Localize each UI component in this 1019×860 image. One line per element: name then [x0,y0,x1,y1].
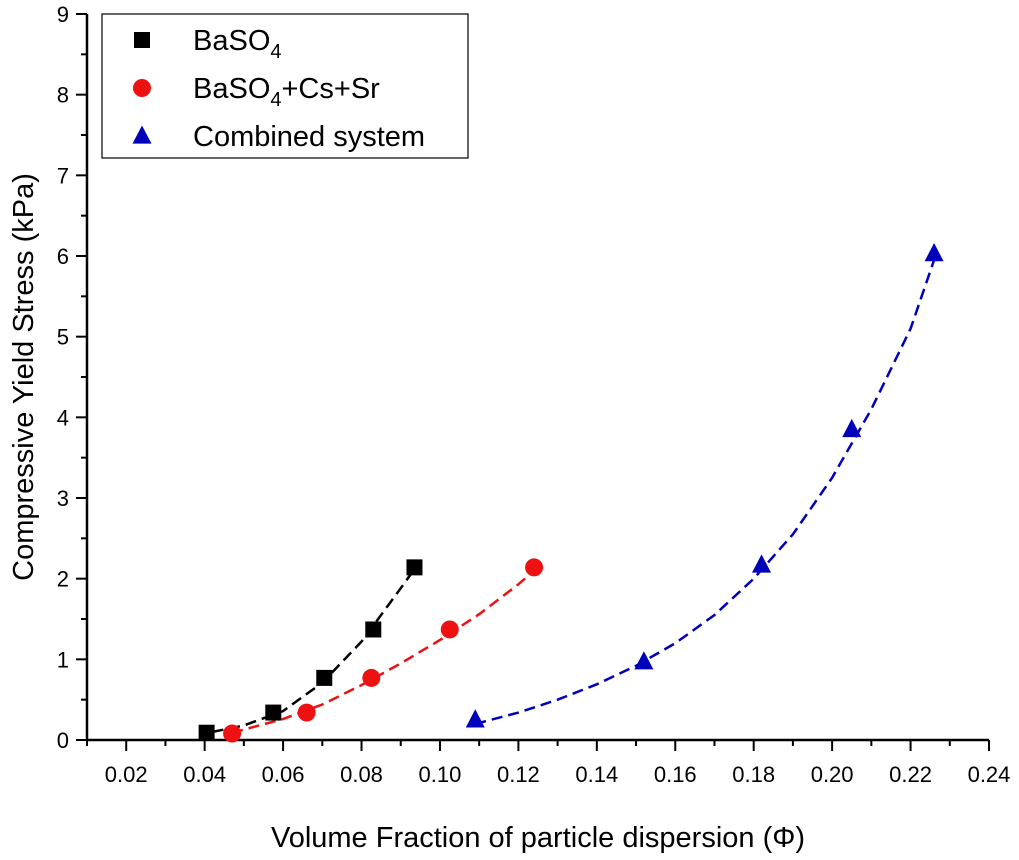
y-tick-label: 1 [57,647,69,672]
legend-label-3: Combined system [193,121,425,153]
legend-label-subscript: 4 [270,89,281,111]
legend-marker-3 [132,125,152,144]
y-ticks: 0 1 2 3 4 5 6 7 8 9 [57,2,87,753]
y-tick-label: 8 [57,83,69,108]
x-tick-label: 0.04 [183,762,226,787]
legend-label-2: BaSO4+Cs+Sr [193,73,380,111]
data-point-series-3 [924,243,944,262]
y-tick-label: 4 [57,405,69,430]
data-point-series-3 [465,709,485,728]
x-tick-label: 0.20 [811,762,854,787]
y-tick-label: 3 [57,486,69,511]
fit-curves [212,259,936,734]
data-point-series-2 [297,703,316,722]
x-tick-label: 0.06 [262,762,305,787]
data-point-series-3 [634,651,654,670]
x-tick-label: 0.08 [340,762,383,787]
data-point-series-1 [198,724,215,741]
data-point-series-3 [842,418,862,438]
data-points [198,243,944,743]
y-tick-label: 0 [57,728,69,753]
x-tick-label: 0.12 [497,762,540,787]
legend-label-tail: +Cs+Sr [282,73,381,105]
data-point-series-1 [316,669,333,686]
legend-box [101,13,469,159]
y-tick-label: 7 [57,163,69,188]
x-ticks: 0.02 0.04 0.06 0.08 0.10 0.12 0.14 0.16 0.18 0.20… [86,740,1011,787]
legend-marker-2 [133,79,151,97]
x-tick-label: 0.16 [654,762,697,787]
data-point-series-1 [406,559,423,576]
data-point-series-1 [265,704,282,721]
x-tick-label: 0.10 [419,762,462,787]
fit-curve-series-3 [474,259,936,726]
data-point-series-3 [752,554,772,573]
y-tick-label: 9 [57,2,69,27]
legend-label-1: BaSO4 [193,25,282,63]
y-tick-label: 2 [57,567,69,592]
x-tick-label: 0.02 [105,762,148,787]
x-tick-label: 0.18 [732,762,775,787]
data-point-series-2 [440,620,459,639]
x-axis-title: Volume Fraction of particle dispersion (… [271,822,805,854]
y-tick-label: 6 [57,244,69,269]
legend-label-main: BaSO [193,25,270,57]
legend-marker-1 [134,32,150,48]
legend-label-subscript: 4 [270,41,281,63]
x-tick-label: 0.14 [575,762,618,787]
y-tick-label: 5 [57,325,69,350]
data-point-series-2 [223,724,242,743]
legend-label-main: BaSO [193,73,270,105]
fit-curve-series-2 [231,569,535,734]
data-point-series-1 [365,621,382,638]
legend-label-main: Combined system [193,121,425,153]
y-axis-title: Compressive Yield Stress (kPa) [8,173,40,581]
data-point-series-2 [362,668,381,687]
x-tick-label: 0.24 [968,762,1011,787]
data-point-series-2 [525,558,544,577]
x-tick-label: 0.22 [889,762,932,787]
